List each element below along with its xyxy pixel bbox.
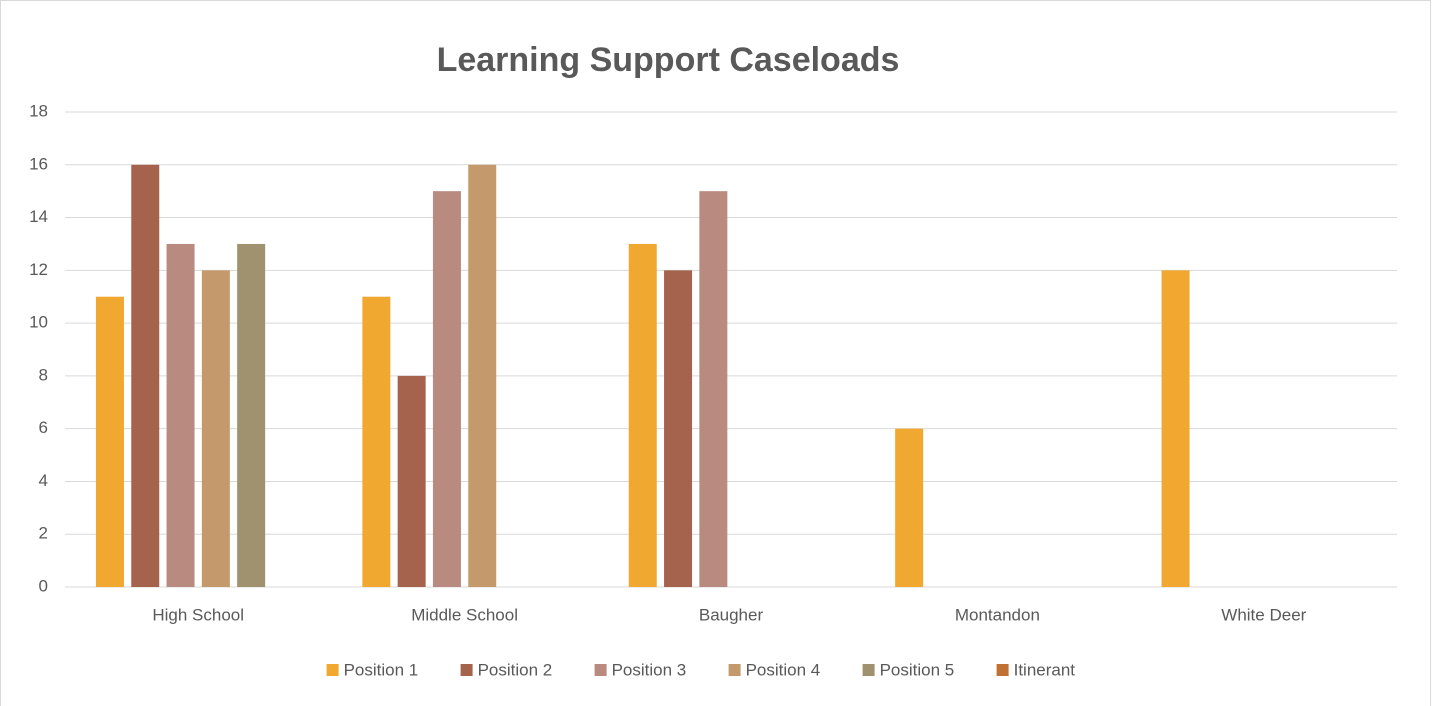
y-tick-label: 0 (39, 576, 48, 595)
x-tick-label: Middle School (411, 605, 518, 624)
chart-title: Learning Support Caseloads (437, 41, 900, 79)
bar (895, 428, 924, 587)
y-tick-label: 10 (29, 313, 48, 332)
x-tick-label: Baugher (699, 605, 764, 624)
bar (166, 243, 195, 587)
bar (362, 296, 391, 587)
legend-label: Position 1 (344, 660, 419, 679)
legend-label: Position 2 (478, 660, 553, 679)
y-tick-label: 6 (39, 418, 48, 437)
bar (1161, 270, 1190, 587)
x-tick-label: Montandon (955, 605, 1040, 624)
legend-label: Position 5 (880, 660, 955, 679)
y-tick-label: 14 (29, 207, 48, 226)
legend-label: Position 4 (746, 660, 821, 679)
bar (237, 243, 266, 587)
bar (699, 191, 728, 587)
bar (397, 375, 426, 587)
y-tick-label: 18 (29, 101, 48, 120)
bar (95, 296, 124, 587)
legend-swatch (460, 664, 473, 676)
legend-swatch (728, 664, 741, 676)
bar (468, 164, 497, 587)
legend-label: Itinerant (1014, 660, 1076, 679)
y-tick-label: 8 (39, 365, 48, 384)
x-tick-label: High School (152, 605, 244, 624)
legend-swatch (996, 664, 1009, 676)
y-tick-label: 2 (39, 524, 48, 543)
y-tick-label: 4 (39, 471, 48, 490)
legend-label: Position 3 (612, 660, 687, 679)
y-tick-label: 16 (29, 154, 48, 173)
bar (131, 164, 160, 587)
legend-swatch (862, 664, 875, 676)
legend-swatch (594, 664, 607, 676)
legend-swatch (326, 664, 339, 676)
x-tick-label: White Deer (1221, 605, 1306, 624)
y-tick-label: 12 (29, 260, 48, 279)
bar (628, 243, 657, 587)
bar (432, 191, 461, 587)
bar (201, 270, 230, 587)
bar (664, 270, 693, 587)
